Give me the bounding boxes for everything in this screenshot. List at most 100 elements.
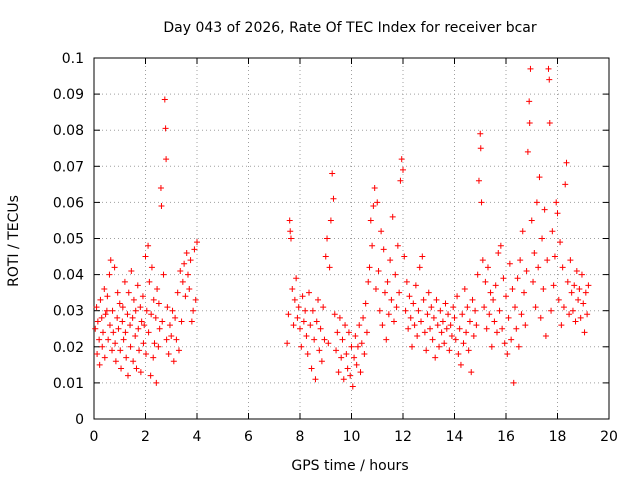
data-point <box>142 253 149 260</box>
data-point <box>396 289 403 296</box>
data-point <box>557 239 564 246</box>
data-point <box>173 336 180 343</box>
data-point <box>98 314 105 321</box>
data-point <box>457 361 464 368</box>
data-point <box>186 286 193 293</box>
data-point <box>177 267 184 274</box>
data-point <box>291 296 298 303</box>
data-point <box>409 343 416 350</box>
data-point <box>376 307 383 314</box>
data-point <box>190 307 197 314</box>
data-point <box>112 340 119 347</box>
data-point <box>420 296 427 303</box>
data-point <box>148 264 155 271</box>
x-tick-label: 14 <box>446 429 464 445</box>
data-point <box>170 358 177 365</box>
data-point <box>378 228 385 235</box>
data-point <box>439 318 446 325</box>
data-point <box>461 286 468 293</box>
data-point <box>436 343 443 350</box>
data-point <box>447 322 454 329</box>
data-point <box>128 267 135 274</box>
data-point <box>105 336 112 343</box>
data-point <box>446 347 453 354</box>
data-point <box>411 322 418 329</box>
data-point <box>510 379 517 386</box>
data-point <box>155 300 162 307</box>
data-point <box>356 322 363 329</box>
data-point <box>418 318 425 325</box>
data-point <box>342 322 349 329</box>
data-point <box>515 343 522 350</box>
data-point <box>118 365 125 372</box>
data-point <box>194 239 200 246</box>
data-point <box>124 372 131 379</box>
data-point <box>500 275 507 282</box>
axis-ticks: 0 2 4 6 8 10 12 14 16 18 20 0 0.01 0.02 0.03 0.04 0.05 0.… <box>53 51 618 445</box>
data-point <box>508 336 515 343</box>
data-point <box>541 206 548 213</box>
y-tick-label: 0.07 <box>53 159 84 175</box>
data-point <box>150 296 157 303</box>
x-tick-label: 0 <box>90 429 99 445</box>
data-point <box>523 267 530 274</box>
data-point <box>141 322 148 329</box>
data-point <box>313 318 320 325</box>
data-point <box>164 304 171 311</box>
data-point <box>577 314 584 321</box>
data-point <box>504 351 511 358</box>
data-point <box>134 282 141 289</box>
data-point <box>344 365 351 372</box>
data-point <box>179 278 186 285</box>
data-point <box>481 304 488 311</box>
data-point <box>114 289 121 296</box>
data-point <box>127 322 134 329</box>
data-point <box>119 304 126 311</box>
data-point <box>445 311 452 318</box>
data-point <box>159 318 166 325</box>
data-point <box>111 264 118 271</box>
data-point <box>107 257 114 264</box>
data-point <box>117 347 124 354</box>
data-point <box>298 343 305 350</box>
data-point <box>139 293 146 300</box>
data-point <box>312 376 319 383</box>
data-point <box>582 289 589 296</box>
data-point <box>491 318 498 325</box>
data-point <box>374 199 381 206</box>
data-point <box>183 249 190 256</box>
data-point <box>287 235 294 242</box>
data-point <box>286 217 293 224</box>
data-point <box>132 332 139 339</box>
data-point <box>340 376 347 383</box>
data-point <box>110 329 117 336</box>
data-point <box>102 311 109 318</box>
data-point <box>512 304 519 311</box>
data-point <box>116 300 123 307</box>
data-point <box>450 304 457 311</box>
data-point <box>430 314 437 321</box>
data-point <box>580 300 587 307</box>
data-point <box>442 300 449 307</box>
data-point <box>295 304 302 311</box>
data-point <box>106 322 113 329</box>
data-point <box>536 174 543 181</box>
data-point <box>441 340 448 347</box>
data-point <box>158 203 165 210</box>
data-point <box>306 289 313 296</box>
data-point <box>175 347 182 354</box>
data-point <box>156 325 163 332</box>
data-point <box>554 210 561 217</box>
data-point <box>336 314 343 321</box>
x-tick-label: 4 <box>193 429 202 445</box>
data-point <box>385 311 392 318</box>
data-point <box>307 322 314 329</box>
data-point <box>163 336 170 343</box>
data-point <box>389 213 396 220</box>
data-point <box>530 278 537 285</box>
data-point <box>363 329 370 336</box>
data-point <box>188 318 195 325</box>
data-point <box>484 264 491 271</box>
data-point <box>490 296 497 303</box>
data-point <box>366 264 373 271</box>
